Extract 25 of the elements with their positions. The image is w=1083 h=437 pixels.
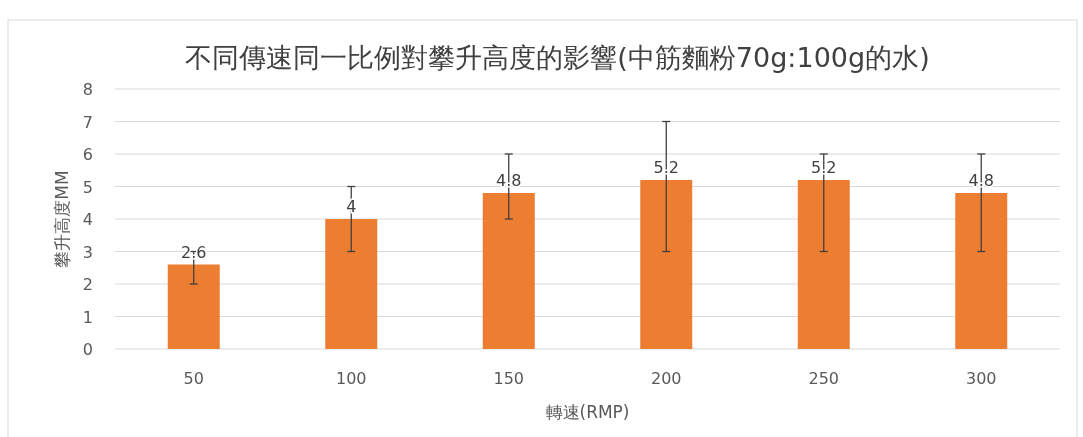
- bar: [640, 180, 693, 349]
- y-tick-label: 4: [82, 210, 93, 229]
- x-tick-label: 200: [650, 369, 682, 388]
- y-tick-label: 5: [82, 177, 93, 197]
- bar: [955, 193, 1008, 349]
- y-axis-title: 攀升高度MM: [52, 170, 72, 268]
- bar: [797, 180, 850, 349]
- x-tick-label: 150: [493, 369, 525, 388]
- chart-title: 不同傳速同一比例對攀升高度的影響(中筋麵粉70g:100g的水): [185, 42, 930, 73]
- data-label: 2.6: [181, 242, 207, 262]
- bar: [167, 264, 220, 349]
- x-tick-label: 300: [965, 369, 997, 388]
- bar: [325, 219, 378, 349]
- x-tick-label: 100: [335, 369, 367, 388]
- x-axis-title: 轉速(RMP): [545, 402, 630, 422]
- y-tick-label: 0: [82, 340, 93, 359]
- y-tick-label: 8: [82, 80, 93, 99]
- y-tick-label: 7: [82, 112, 93, 132]
- bar: [482, 193, 535, 349]
- x-tick-label: 250: [808, 369, 840, 388]
- y-tick-label: 3: [82, 242, 93, 262]
- x-tick-label: 50: [183, 369, 204, 388]
- y-tick-label: 1: [82, 307, 93, 327]
- y-tick-label: 6: [82, 145, 93, 164]
- y-tick-label: 2: [82, 275, 93, 294]
